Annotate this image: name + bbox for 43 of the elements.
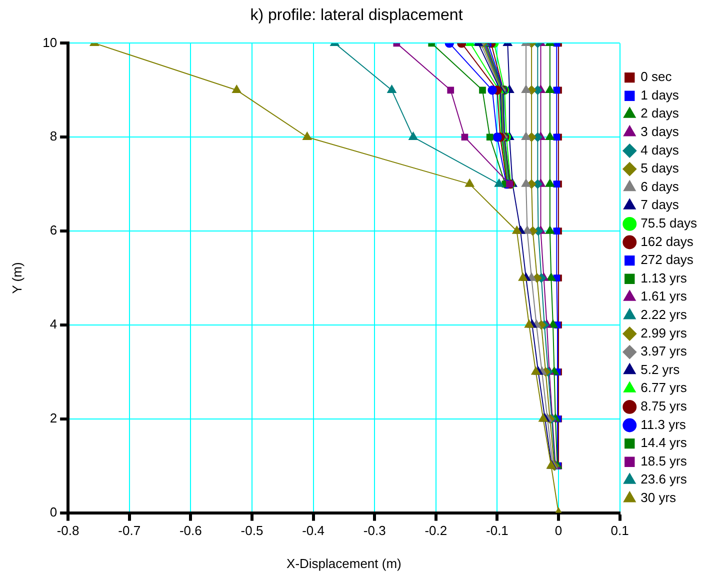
legend-label: 4 days	[640, 142, 680, 158]
legend-label: 162 days	[640, 234, 694, 249]
x-axis-title: X-Displacement (m)	[286, 556, 402, 571]
legend-label: 272 days	[640, 252, 694, 268]
x-tick-label: -0.8	[56, 523, 80, 538]
x-tick-label: 0	[554, 523, 562, 538]
legend-label: 14.4 yrs	[640, 435, 688, 450]
legend-label: 7 days	[640, 197, 680, 212]
x-tick-label: -0.2	[424, 523, 448, 538]
legend-label: 2.99 yrs	[640, 325, 688, 340]
x-tick-label: -0.4	[302, 523, 324, 538]
legend-label: 3.97 yrs	[640, 344, 688, 359]
legend-label: 6 days	[640, 178, 680, 194]
legend-label: 5.2 yrs	[640, 362, 680, 377]
y-axis-title: Y (m)	[9, 262, 24, 294]
x-tick-label: -0.3	[363, 523, 386, 538]
legend-label: 8.75 yrs	[640, 398, 688, 414]
x-tick-label: -0.7	[118, 523, 141, 538]
legend-label: 11.3 yrs	[640, 416, 686, 432]
legend-label: 0 sec	[640, 69, 672, 84]
x-tick-label: -0.1	[486, 523, 508, 538]
y-tick-label: 4	[50, 316, 58, 332]
legend-label: 30 yrs	[640, 490, 677, 506]
legend-label: 2.22 yrs	[640, 307, 688, 322]
legend-label: 6.77 yrs	[640, 380, 688, 396]
legend-label: 5 days	[640, 160, 680, 176]
x-tick-label: -0.6	[179, 523, 202, 538]
chart-title: k) profile: lateral displacement	[250, 7, 464, 24]
legend-label: 1.13 yrs	[640, 270, 688, 286]
legend-label: 2 days	[640, 106, 680, 121]
legend-label: 75.5 days	[640, 216, 698, 231]
x-tick-label: -0.5	[240, 523, 264, 538]
y-tick-label: 2	[50, 410, 58, 426]
legend-label: 1 days	[640, 87, 680, 102]
legend-label: 3 days	[640, 124, 680, 140]
y-tick-label: 10	[42, 34, 58, 50]
y-tick-label: 6	[50, 222, 58, 238]
legend-label: 1.61 yrs	[640, 288, 688, 304]
legend-label: 18.5 yrs	[640, 453, 688, 468]
x-tick-label: 0.1	[610, 523, 629, 538]
y-tick-label: 0	[50, 504, 58, 520]
y-tick-label: 8	[50, 128, 58, 144]
legend-label: 23.6 yrs	[640, 472, 688, 487]
